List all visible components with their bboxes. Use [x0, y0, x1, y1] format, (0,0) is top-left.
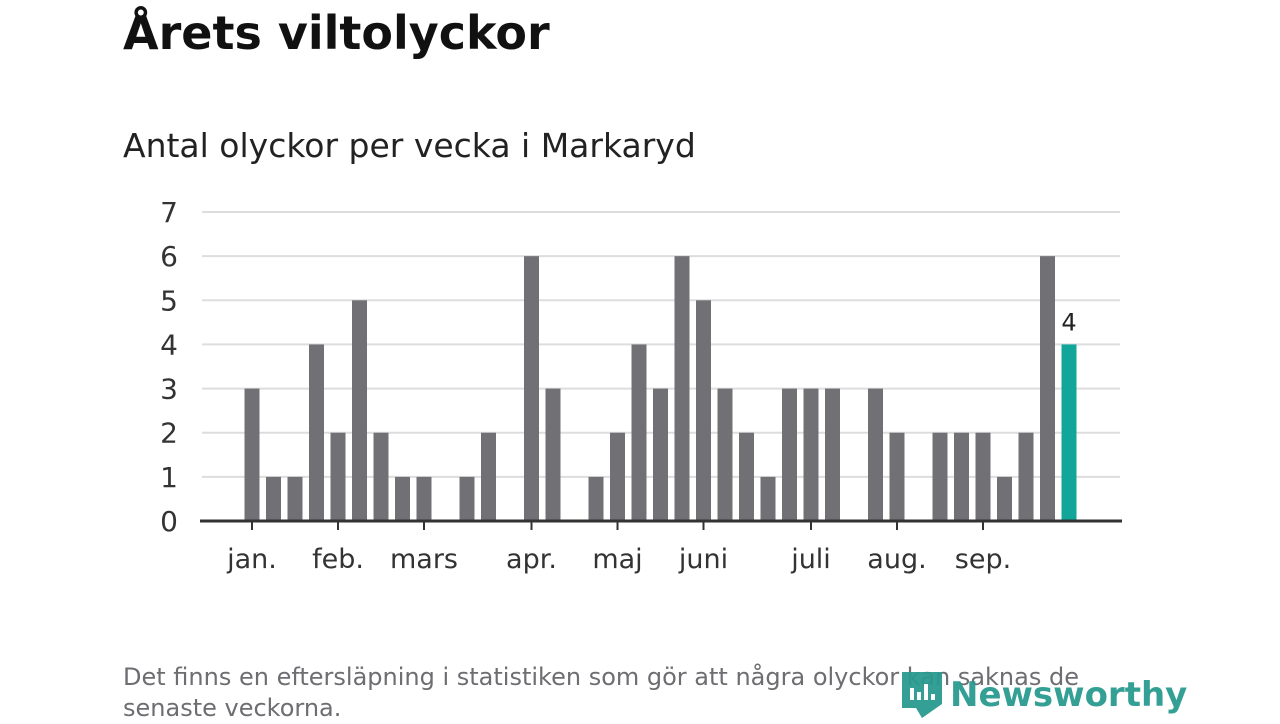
page-title: Årets viltolyckor: [123, 6, 550, 60]
bar: [1040, 256, 1055, 521]
x-tick-label: sep.: [955, 544, 1011, 575]
bar: [868, 388, 883, 521]
bar: [997, 476, 1012, 521]
bar: [524, 256, 539, 521]
bar: [610, 432, 625, 521]
y-tick-label: 2: [160, 417, 178, 450]
x-tick-label: apr.: [506, 544, 557, 575]
bar: [696, 300, 711, 521]
chart-title: Antal olyckor per vecka i Markaryd: [123, 126, 696, 165]
x-tick-label: juli: [790, 544, 831, 575]
bar: [782, 388, 797, 521]
bar: [545, 388, 561, 521]
y-tick-label: 4: [160, 328, 178, 361]
x-tick-label: feb.: [312, 544, 364, 575]
bar: [459, 476, 475, 521]
bar: [760, 476, 776, 521]
x-tick-label: mars: [390, 544, 458, 575]
bar: [825, 388, 840, 521]
y-tick-label: 7: [160, 196, 178, 229]
x-tick-label: maj: [592, 544, 642, 575]
bar: [588, 476, 604, 521]
bar: [717, 388, 733, 521]
bar: [889, 432, 905, 521]
bar: [395, 476, 410, 521]
y-tick-label: 5: [160, 284, 178, 317]
x-tick-label: jan.: [226, 544, 277, 575]
bar-chart: 0 1 2 3 4 5 6 7 jan. feb. mars apr. maj juni juli aug. s…: [160, 196, 1122, 575]
bar: [739, 432, 754, 521]
bar: [330, 432, 346, 521]
y-tick-label: 0: [160, 505, 178, 538]
highlight-data-label: 4: [1061, 308, 1076, 336]
bar: [244, 388, 260, 521]
bar: [975, 432, 991, 521]
bar: [416, 476, 432, 521]
bar: [352, 300, 367, 521]
y-tick-label: 1: [160, 461, 178, 494]
x-tick-label: aug.: [867, 544, 926, 575]
bar: [932, 432, 948, 521]
bar: [954, 432, 969, 521]
bar: [674, 256, 690, 521]
bar: [631, 344, 647, 521]
bar: [266, 476, 281, 521]
bar: [287, 476, 303, 521]
bar: [1018, 432, 1034, 521]
logo-text: Newsworthy: [950, 675, 1188, 715]
bar: [309, 344, 324, 521]
newsworthy-logo: Newsworthy: [902, 672, 1187, 718]
bar: [803, 388, 819, 521]
y-tick-label: 6: [160, 240, 178, 273]
x-tick-label: juni: [678, 544, 728, 575]
y-tick-label: 3: [160, 373, 178, 406]
bar: [653, 388, 668, 521]
bar: [373, 432, 389, 521]
bar: [1061, 344, 1077, 521]
bar: [481, 432, 496, 521]
newsworthy-logo-icon: [902, 672, 942, 718]
